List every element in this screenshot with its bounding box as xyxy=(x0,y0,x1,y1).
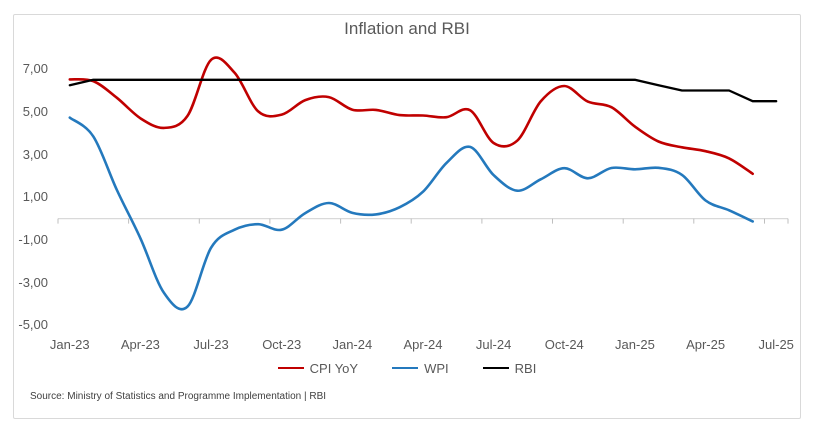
chart-legend: CPI YoY WPI RBI xyxy=(13,357,801,379)
y-axis-tick-label: -1,00 xyxy=(18,231,48,247)
y-axis-tick-label: 7,00 xyxy=(22,61,48,77)
y-axis-tick-label: 3,00 xyxy=(22,146,48,162)
source-note: Source: Ministry of Statistics and Progr… xyxy=(30,391,327,402)
x-axis-tick-label: Apr-23 xyxy=(120,337,160,352)
legend-swatch-icon xyxy=(277,366,304,370)
x-axis-tick-label: Oct-24 xyxy=(544,337,584,352)
x-axis-tick-label: Jan-24 xyxy=(332,337,373,352)
y-axis-tick-label: -3,00 xyxy=(18,274,48,290)
x-axis-tick-label: Jul-23 xyxy=(193,337,229,352)
x-axis-tick-label: Jan-23 xyxy=(49,337,90,352)
legend-item-rbi: RBI xyxy=(482,360,537,376)
y-axis-tick-label: 1,00 xyxy=(22,189,48,205)
legend-item-cpi-yoy: CPI YoY xyxy=(277,360,359,376)
x-axis-tick-label: Apr-25 xyxy=(686,337,726,352)
legend-label: WPI xyxy=(424,360,449,376)
x-axis-tick-label: Jul-25 xyxy=(758,337,794,352)
x-axis-tick-label: Jul-24 xyxy=(475,337,512,352)
rbi-line xyxy=(68,78,778,103)
y-axis-tick-label: 5,00 xyxy=(22,103,48,119)
chart-frame xyxy=(13,14,801,419)
x-axis-tick-label: Apr-24 xyxy=(403,337,443,352)
y-axis-tick-label: -5,00 xyxy=(18,317,48,333)
legend-label: CPI YoY xyxy=(309,360,359,376)
wpi-line xyxy=(68,116,754,311)
legend-swatch-icon xyxy=(482,366,509,370)
legend-label: RBI xyxy=(514,360,537,376)
cpi-yoy-line xyxy=(68,56,754,176)
x-axis-tick-label: Oct-23 xyxy=(262,337,302,352)
legend-item-wpi: WPI xyxy=(392,361,449,376)
chart-title: Inflation and RBI xyxy=(344,19,470,38)
legend-swatch-icon xyxy=(392,366,419,370)
x-axis-tick-label: Jan-25 xyxy=(615,337,655,352)
